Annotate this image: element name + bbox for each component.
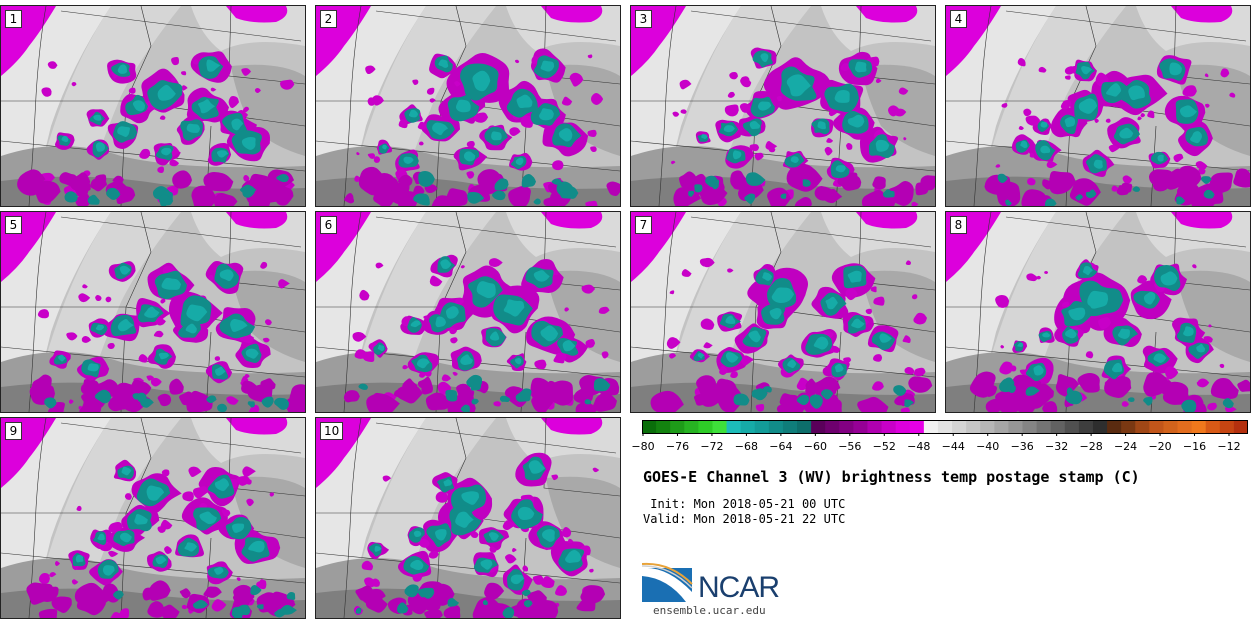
colorbar-tick-label: −20 — [1148, 440, 1172, 453]
colorbar-tick-label: −44 — [941, 440, 965, 453]
colorbar-swatch — [1205, 420, 1221, 434]
colorbar-tick-label: −40 — [976, 440, 1000, 453]
colorbar-tick-label: −12 — [1217, 440, 1241, 453]
colorbar-swatch — [740, 420, 756, 434]
colorbar-swatch — [656, 420, 671, 434]
panel-number: 7 — [635, 216, 652, 234]
colorbar-swatch — [923, 420, 939, 434]
valid-time: Valid: Mon 2018-05-21 22 UTC — [643, 512, 846, 526]
colorbar-tick-label: −52 — [872, 440, 896, 453]
ncar-logo-text: NCAR — [698, 571, 780, 604]
colorbar-tick-label: −56 — [838, 440, 862, 453]
colorbar-swatch — [853, 420, 868, 434]
colorbar-swatch — [867, 420, 883, 434]
colorbar-swatch — [1121, 420, 1136, 434]
colorbar-swatch — [881, 420, 897, 434]
brightness-temp-map — [1, 212, 305, 412]
panel-number: 2 — [320, 10, 337, 28]
colorbar-tick-label: −36 — [1010, 440, 1034, 453]
colorbar-swatch — [726, 420, 742, 434]
member-panel-10: 10 — [315, 417, 621, 619]
panel-number: 8 — [950, 216, 967, 234]
brightness-temp-map — [316, 212, 620, 412]
colorbar-swatch — [1107, 420, 1122, 434]
colorbar-swatch — [1149, 420, 1164, 434]
panel-number: 6 — [320, 216, 337, 234]
colorbar — [642, 420, 1248, 436]
colorbar-tick-label: −24 — [1113, 440, 1138, 453]
init-time: Init: Mon 2018-05-21 00 UTC — [643, 497, 846, 511]
colorbar-swatch — [1008, 420, 1024, 434]
colorbar-swatch — [980, 420, 995, 434]
brightness-temp-map — [316, 418, 620, 618]
colorbar-swatch — [1036, 420, 1052, 434]
colorbar-tick-label: −32 — [1045, 440, 1069, 453]
member-panel-1: 1 — [0, 5, 306, 207]
panel-number: 5 — [5, 216, 22, 234]
brightness-temp-map — [946, 212, 1250, 412]
colorbar-tick-label: −16 — [1182, 440, 1207, 453]
colorbar-tick-label: −28 — [1079, 440, 1103, 453]
colorbar-swatch — [839, 420, 854, 434]
panel-number: 10 — [320, 422, 344, 440]
brightness-temp-map — [1, 6, 305, 206]
colorbar-swatch — [797, 420, 812, 434]
colorbar-tick-label: −80 — [631, 440, 655, 453]
colorbar-swatch — [1135, 420, 1150, 434]
brightness-temp-map — [946, 6, 1250, 206]
colorbar-swatch — [1233, 420, 1248, 434]
colorbar-swatch — [754, 420, 770, 434]
member-panel-4: 4 — [945, 5, 1251, 207]
colorbar-swatch — [768, 420, 784, 434]
colorbar-tick-label: −60 — [803, 440, 827, 453]
member-panel-3: 3 — [630, 5, 936, 207]
colorbar-swatch — [1219, 420, 1235, 434]
colorbar-swatch — [1050, 420, 1066, 434]
colorbar-swatch — [895, 420, 911, 434]
member-panel-6: 6 — [315, 211, 621, 413]
panel-number: 1 — [5, 10, 22, 28]
colorbar-swatch — [684, 420, 699, 434]
product-title: GOES-E Channel 3 (WV) brightness temp po… — [643, 468, 1140, 486]
colorbar-swatch — [1092, 420, 1108, 434]
colorbar-swatch — [1078, 420, 1094, 434]
member-panel-2: 2 — [315, 5, 621, 207]
colorbar-swatch — [1191, 420, 1207, 434]
member-panel-5: 5 — [0, 211, 306, 413]
colorbar-swatch — [937, 420, 953, 434]
colorbar-swatch — [825, 420, 840, 434]
colorbar-tick-label: −64 — [769, 440, 793, 453]
colorbar-swatch — [909, 420, 925, 434]
colorbar-swatch — [670, 420, 685, 434]
panel-number: 4 — [950, 10, 967, 28]
colorbar-swatch — [642, 420, 657, 434]
panel-number: 9 — [5, 422, 22, 440]
member-panel-7: 7 — [630, 211, 936, 413]
colorbar-swatch — [712, 420, 728, 434]
colorbar-swatch — [1163, 420, 1179, 434]
brightness-temp-map — [316, 6, 620, 206]
colorbar-swatch — [1177, 420, 1193, 434]
colorbar-tick-label: −68 — [734, 440, 759, 453]
member-panel-8: 8 — [945, 211, 1251, 413]
colorbar-swatch — [966, 420, 981, 434]
website-url: ensemble.ucar.edu — [653, 604, 766, 617]
colorbar-swatch — [1064, 420, 1080, 434]
colorbar-tick-label: −48 — [907, 440, 931, 453]
colorbar-tick-label: −72 — [700, 440, 724, 453]
colorbar-swatch — [811, 420, 826, 434]
ncar-logo-icon — [642, 562, 693, 602]
colorbar-swatch — [782, 420, 798, 434]
panel-number: 3 — [635, 10, 652, 28]
colorbar-swatch — [994, 420, 1009, 434]
brightness-temp-map — [631, 6, 935, 206]
colorbar-swatch — [1022, 420, 1038, 434]
colorbar-tick-label: −76 — [665, 440, 690, 453]
colorbar-swatch — [952, 420, 967, 434]
colorbar-swatch — [698, 420, 713, 434]
brightness-temp-map — [631, 212, 935, 412]
member-panel-9: 9 — [0, 417, 306, 619]
brightness-temp-map — [1, 418, 305, 618]
